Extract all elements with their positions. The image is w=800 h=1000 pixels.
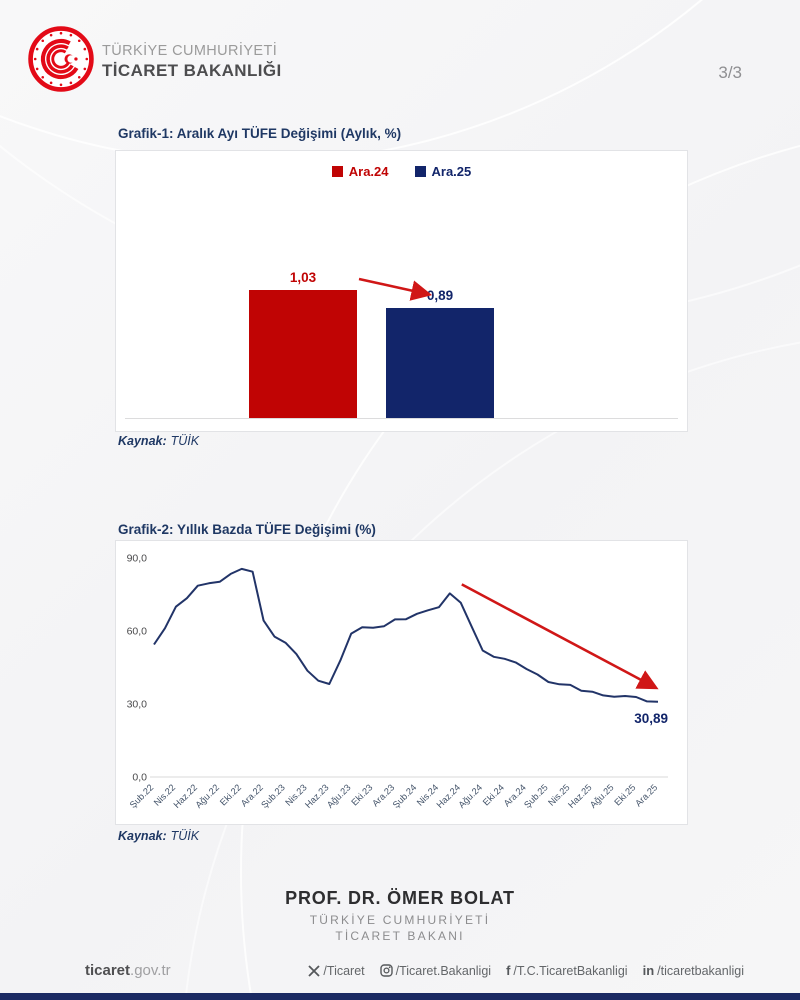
social-x: /Ticaret: [308, 963, 365, 978]
legend-swatch-navy: [414, 166, 426, 177]
social-facebook: f /T.C.TicaretBakanligi: [506, 963, 628, 978]
svg-text:Ara.25: Ara.25: [633, 782, 659, 808]
svg-text:Eki.22: Eki.22: [218, 782, 243, 807]
bar-group-ara25: 0,89: [386, 288, 494, 418]
legend-label: Ara.24: [348, 164, 389, 179]
x-icon: [308, 964, 321, 977]
org-title-block: TÜRKİYE CUMHURİYETİ TİCARET BAKANLIĞI: [102, 42, 282, 81]
facebook-icon: f: [506, 963, 511, 978]
legend-item-ara25: Ara.25: [414, 164, 472, 179]
line-chart: 90,060,030,00,0Şub.22Nis.22Haz.22Ağu.22E…: [127, 553, 668, 810]
svg-text:Şub.25: Şub.25: [522, 782, 550, 810]
bar-rect: [386, 308, 494, 418]
website-rest: .gov.tr: [130, 962, 171, 979]
bar-group-ara24: 1,03: [249, 270, 357, 418]
page-indicator: 3/3: [718, 63, 742, 82]
svg-text:Şub.23: Şub.23: [259, 782, 287, 810]
svg-text:Şub.24: Şub.24: [391, 782, 419, 810]
svg-text:Ağu.22: Ağu.22: [193, 782, 221, 810]
svg-text:Ağu.24: Ağu.24: [456, 782, 484, 810]
social-handle: /Ticaret.Bakanligi: [395, 963, 492, 978]
website-url: ticaret.gov.tr: [85, 962, 171, 979]
svg-text:Ağu.25: Ağu.25: [588, 782, 616, 810]
chart2-panel: 90,0 60,0 30,0 0,0 Şub.22 Nis.22 Haz.22 Ağu.22 E…: [115, 540, 688, 825]
website-bold: ticaret: [85, 962, 131, 979]
svg-text:Eki.23: Eki.23: [349, 782, 374, 807]
svg-text:60,0: 60,0: [127, 626, 148, 638]
emblem-stars: [33, 31, 89, 87]
org-line1: TÜRKİYE CUMHURİYETİ: [102, 43, 278, 59]
chart1-legend: Ara.24 Ara.25: [116, 164, 687, 179]
social-handle: /Ticaret: [323, 963, 365, 978]
chart1-panel: Ara.24 Ara.25 1,03 0,89: [115, 150, 688, 432]
bottom-accent-bar: [0, 993, 800, 1000]
source-value: TÜİK: [170, 829, 200, 843]
minister-org: TÜRKİYE CUMHURİYETİ: [309, 913, 491, 927]
linkedin-icon: in: [642, 963, 655, 978]
chart2-source: Kaynak: TÜİK: [118, 829, 199, 843]
instagram-icon: [379, 964, 393, 977]
bar-value-label: 0,89: [426, 288, 454, 303]
social-handles: /Ticaret /Ticaret.Bakanligi f /T.C.Ticar…: [308, 963, 744, 978]
minister-name: PROF. DR. ÖMER BOLAT: [285, 888, 515, 908]
chart1-bars: 1,03 0,89: [249, 270, 494, 418]
svg-text:30,0: 30,0: [127, 699, 148, 711]
bar-value-label: 1,03: [289, 270, 317, 285]
source-label: Kaynak:: [118, 829, 167, 843]
social-linkedin: in /ticaretbakanligi: [643, 963, 744, 978]
svg-text:Eki.24: Eki.24: [481, 782, 506, 807]
source-label: Kaynak:: [118, 434, 167, 448]
social-handle: /T.C.TicaretBakanligi: [513, 963, 628, 978]
chart1-title: Grafik-1: Aralık Ayı TÜFE Değişimi (Aylı…: [118, 126, 402, 141]
svg-text:Eki.25: Eki.25: [612, 782, 637, 807]
minister-title: TİCARET BAKANI: [335, 929, 465, 943]
svg-text:30,89: 30,89: [634, 711, 668, 726]
social-instagram: /Ticaret.Bakanligi: [379, 963, 492, 978]
legend-item-ara24: Ara.24: [331, 164, 389, 179]
svg-text:Şub.22: Şub.22: [128, 782, 156, 810]
svg-text:Ağu.23: Ağu.23: [325, 782, 353, 810]
bar-rect: [249, 290, 357, 418]
chart1-baseline: [125, 418, 678, 419]
source-value: TÜİK: [170, 434, 200, 448]
org-line2: TİCARET BAKANLIĞI: [102, 61, 282, 81]
svg-text:0,0: 0,0: [132, 772, 147, 784]
chart2-title: Grafik-2: Yıllık Bazda TÜFE Değişimi (%): [118, 522, 376, 537]
ministry-emblem-icon: [28, 26, 94, 92]
social-handle: /ticaretbakanligi: [657, 963, 744, 978]
legend-swatch-red: [331, 166, 343, 177]
svg-text:90,0: 90,0: [127, 553, 148, 565]
legend-label: Ara.25: [431, 164, 472, 179]
chart1-source: Kaynak: TÜİK: [118, 434, 199, 448]
